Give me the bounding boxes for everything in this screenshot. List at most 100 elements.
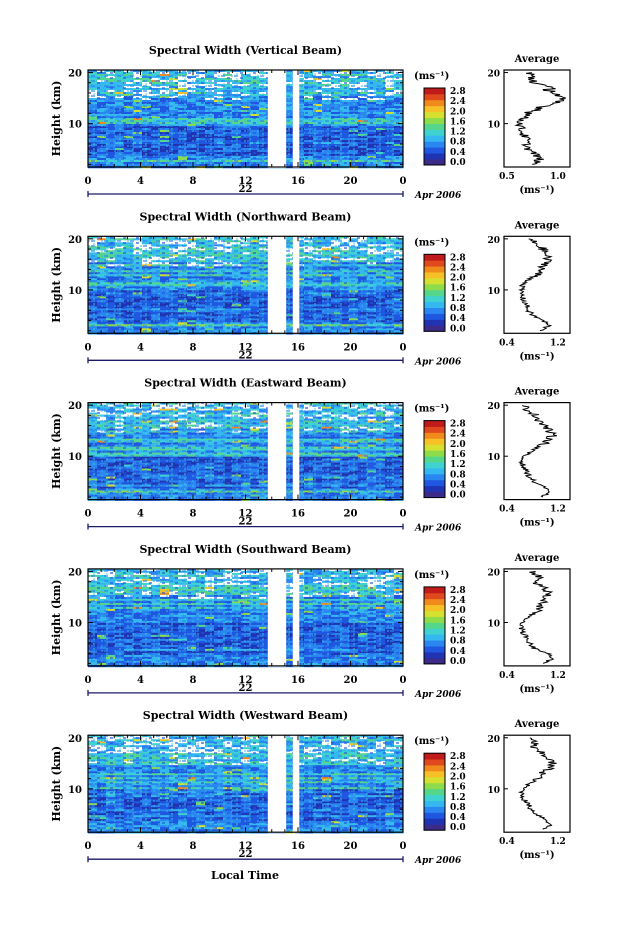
heatmap-texture: [88, 70, 403, 167]
heatmap: [88, 235, 404, 335]
avg-y-tick-label: 10: [487, 287, 500, 297]
colorbar-segment: [424, 153, 445, 160]
x-tick-label: 0: [400, 342, 407, 353]
colorbar-tick-label: 1.6: [450, 117, 466, 127]
avg-profile-line: [518, 238, 553, 332]
y-tick-label: 20: [68, 235, 82, 246]
date-label: Apr 2006: [414, 191, 462, 201]
colorbar-segment: [424, 135, 445, 142]
avg-y-tick-label: 20: [487, 70, 500, 80]
colorbar-frame: [423, 87, 446, 166]
colorbar-segment: [424, 117, 445, 124]
colorbar-tick-label: 2.0: [450, 274, 466, 284]
colorbar-tick-label: 1.2: [450, 294, 466, 304]
x-tick-label: 16: [291, 342, 305, 353]
colorbar-segment: [424, 111, 445, 119]
colorbar-tick-label: 0.0: [450, 324, 466, 334]
avg-unit-label: (ms⁻¹): [519, 351, 554, 362]
colorbar-segment: [424, 313, 445, 320]
colorbar-unit: (ms⁻¹): [414, 71, 449, 82]
heatmap-texture: [88, 236, 403, 334]
x-tick-label: 4: [137, 342, 144, 353]
colorbar-segment: [424, 266, 445, 273]
colorbar-tick-label: 0.4: [450, 314, 466, 324]
x-tick-label: 12: [239, 176, 253, 187]
data-gap: [267, 235, 287, 335]
colorbar-segment: [424, 141, 445, 148]
date-tick-label: 22: [239, 184, 253, 195]
y-axis-label: Height (km): [50, 81, 63, 157]
colorbar-tick-label: 2.0: [450, 107, 466, 117]
colorbar-segment: [424, 260, 445, 267]
heatmap: [88, 69, 404, 169]
colorbar-tick-label: 2.4: [450, 97, 466, 107]
colorbar-segment: [424, 129, 445, 136]
heatmap: [88, 401, 404, 501]
colorbar-segment: [424, 88, 445, 95]
data-gap: [292, 69, 300, 168]
panel-2: Spectral Width (Northward Beam) 20 10 Heigh…: [50, 210, 571, 367]
avg-unit-label: (ms⁻¹): [519, 185, 554, 196]
colorbar-tick-label: 0.8: [450, 138, 466, 148]
colorbar-segment: [424, 99, 445, 107]
data-gap: [267, 69, 287, 168]
colorbar-unit: (ms⁻¹): [414, 237, 449, 248]
colorbar-segment: [424, 295, 445, 303]
colorbar-tick-label: 1.2: [450, 128, 466, 138]
colorbar-segment: [424, 123, 445, 130]
panel-3: Spectral Width (Eastward Beam)2010Height…: [50, 377, 571, 534]
colorbar-tick-label: 0.8: [450, 304, 466, 314]
colorbar-tick-label: 2.8: [450, 253, 466, 263]
colorbar-segment: [424, 277, 445, 285]
avg-frame: [503, 235, 571, 334]
x-tick-label: 0: [85, 176, 92, 187]
y-axis-label: Height (km): [50, 247, 63, 323]
avg-y-tick-label: 10: [487, 121, 500, 131]
x-tick-label: 0: [85, 342, 92, 353]
date-label: Apr 2006: [414, 357, 462, 367]
colorbar-tick-label: 0.4: [450, 148, 466, 158]
colorbar-segment: [424, 147, 445, 154]
data-gap: [292, 235, 300, 335]
y-tick-label: 10: [68, 286, 82, 297]
colorbar-segment: [424, 325, 445, 332]
x-tick-label: 20: [344, 342, 358, 353]
avg-y-tick-label: 20: [487, 236, 500, 246]
colorbar-tick-label: 2.8: [450, 87, 466, 97]
colorbar-segment: [424, 254, 445, 261]
colorbar-segment: [424, 105, 445, 113]
y-tick-label: 10: [68, 120, 82, 131]
avg-x-tick-label: 1.0: [550, 172, 566, 182]
avg-x-tick-label: 0.4: [499, 338, 515, 348]
avg-frame: [503, 69, 571, 168]
colorbar-segment: [424, 319, 445, 326]
colorbar-segment: [424, 93, 445, 101]
x-tick-label: 0: [400, 176, 407, 187]
colorbar-tick-label: 0.0: [450, 158, 466, 168]
colorbar-tick-label: 2.4: [450, 263, 466, 273]
avg-title: Average: [514, 54, 560, 65]
x-tick-label: 20: [344, 176, 358, 187]
colorbar-frame: [423, 253, 446, 332]
colorbar-segment: [424, 283, 445, 291]
panel-title: Spectral Width (Eastward Beam): [144, 377, 346, 390]
colorbar-segment: [424, 159, 445, 166]
panel-title: Spectral Width (Vertical Beam): [149, 44, 342, 57]
colorbar-segment: [424, 301, 445, 309]
colorbar-segment: [424, 272, 445, 279]
y-tick-label: 20: [68, 69, 82, 80]
colorbar-segment: [424, 289, 445, 297]
x-tick-label: 8: [190, 342, 197, 353]
x-tick-label: 16: [291, 176, 305, 187]
x-tick-label: 12: [239, 342, 253, 353]
x-tick-label: 4: [137, 176, 144, 187]
colorbar-tick-label: 1.6: [450, 284, 466, 294]
panel-1: Spectral Width (Vertical Beam) 20 10 Height…: [50, 44, 571, 201]
avg-profile-line: [514, 72, 566, 165]
x-tick-label: 8: [190, 176, 197, 187]
panel-title: Spectral Width (Northward Beam): [140, 210, 352, 223]
avg-title: Average: [514, 220, 560, 231]
avg-x-tick-label: 0.5: [499, 172, 515, 182]
date-tick-label: 22: [239, 350, 253, 361]
